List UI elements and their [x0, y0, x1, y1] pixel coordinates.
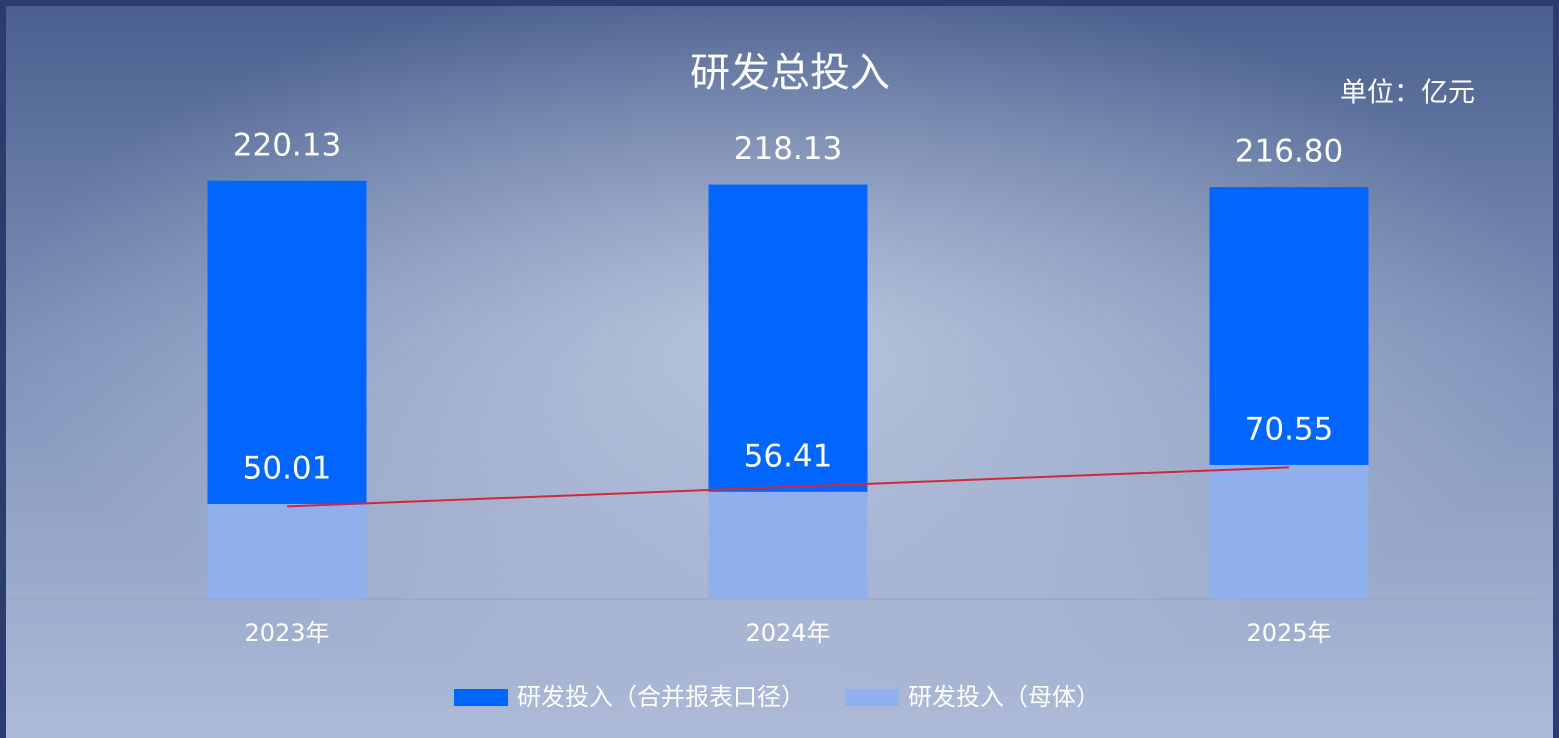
value-label: 50.01: [243, 450, 332, 486]
x-tick-label: 2024年: [745, 619, 830, 647]
legend-swatch: [845, 689, 899, 706]
legend-swatch: [454, 689, 508, 706]
value-label: 70.55: [1245, 411, 1334, 447]
legend-label: 研发投入（合并报表口径）: [517, 683, 805, 711]
unit-label: 单位：亿元: [1340, 78, 1475, 109]
value-label: 218.13: [734, 131, 842, 167]
value-label: 216.80: [1235, 134, 1343, 170]
value-label: 220.13: [233, 127, 341, 163]
chart-title: 研发总投入: [690, 50, 890, 96]
value-label: 56.41: [744, 438, 833, 474]
trend-line: [286, 466, 1290, 508]
x-tick-label: 2023年: [244, 619, 329, 647]
bar: [708, 491, 868, 599]
bar: [207, 503, 367, 599]
x-tick-label: 2025年: [1246, 619, 1331, 647]
legend-label: 研发投入（母体）: [908, 683, 1100, 711]
bar: [1209, 464, 1369, 599]
